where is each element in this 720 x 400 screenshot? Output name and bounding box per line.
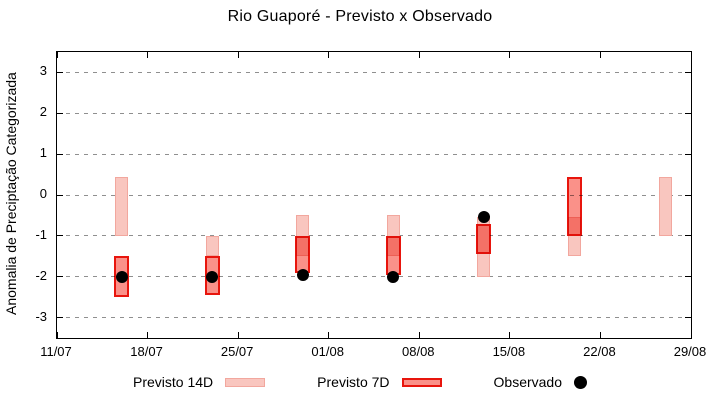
legend: Previsto 14D Previsto 7D Observado <box>0 374 720 390</box>
gridline <box>57 317 691 319</box>
y-tick-left <box>57 153 63 155</box>
previsto-7d-bar <box>476 223 492 255</box>
gridline <box>57 153 691 155</box>
observado-dot-icon <box>574 375 587 389</box>
legend-label-observado: Observado <box>493 374 562 390</box>
previsto-14d-bar <box>658 176 672 236</box>
gridline <box>57 235 691 237</box>
gridline <box>57 71 691 73</box>
x-tick-label: 01/08 <box>311 344 344 359</box>
y-tick-label: -3 <box>35 308 47 324</box>
x-tick-bottom <box>418 332 420 338</box>
legend-item-previsto-14d: Previsto 14D <box>133 374 266 390</box>
gridline <box>57 276 691 278</box>
x-tick-bottom <box>328 332 330 338</box>
x-tick-top <box>237 52 239 58</box>
x-tick-top <box>147 52 149 58</box>
x-tick-top <box>328 52 330 58</box>
y-tick-left <box>57 235 63 237</box>
observado-dot <box>387 270 400 283</box>
y-tick-left <box>57 317 63 319</box>
x-tick-label: 15/08 <box>492 344 526 359</box>
x-tick-top <box>418 52 420 58</box>
x-tick-top <box>56 52 58 58</box>
x-tick-bottom <box>690 332 692 338</box>
legend-label-previsto-14d: Previsto 14D <box>133 374 214 390</box>
legend-item-previsto-7d: Previsto 7D <box>317 374 442 390</box>
previsto-14d-bar <box>205 235 219 257</box>
y-tick-label: 3 <box>39 63 47 79</box>
previsto-14d-bar <box>115 176 129 236</box>
previsto-7d-swatch-icon <box>401 377 442 387</box>
observado-dot <box>477 211 490 224</box>
y-tick-label: 1 <box>39 145 47 161</box>
y-tick-left <box>57 194 63 196</box>
gridline <box>57 112 691 114</box>
previsto-7d-bar <box>295 235 311 273</box>
observado-dot <box>206 270 219 283</box>
previsto-7d-bar <box>385 235 401 275</box>
y-tick-left <box>57 112 63 114</box>
x-tick-label: 11/07 <box>40 344 72 359</box>
x-tick-label: 25/07 <box>220 344 254 359</box>
y-tick-label: -1 <box>35 226 47 242</box>
chart-title: Rio Guaporé - Previsto x Observado <box>227 8 493 25</box>
observado-dot <box>296 268 309 281</box>
plot-area <box>56 51 692 339</box>
x-tick-top <box>690 52 692 58</box>
x-tick-bottom <box>599 332 601 338</box>
y-tick-right <box>685 153 691 155</box>
gridline <box>57 194 691 196</box>
x-tick-label: 08/08 <box>402 344 435 359</box>
y-tick-left <box>57 276 63 278</box>
y-tick-right <box>685 112 691 114</box>
x-tick-label: 18/07 <box>130 344 163 359</box>
y-tick-label: 2 <box>39 104 47 120</box>
x-tick-top <box>509 52 511 58</box>
previsto-7d-bar <box>567 176 583 236</box>
y-tick-left <box>57 71 63 73</box>
y-tick-label: 0 <box>39 186 47 201</box>
observado-dot <box>115 270 128 283</box>
x-tick-bottom <box>147 332 149 338</box>
y-tick-label: -2 <box>35 267 47 283</box>
x-tick-bottom <box>237 332 239 338</box>
x-tick-bottom <box>509 332 511 338</box>
y-tick-right <box>685 235 691 237</box>
legend-item-observado: Observado <box>494 374 587 390</box>
x-tick-label: 29/08 <box>673 344 707 359</box>
y-tick-right <box>685 71 691 73</box>
x-tick-bottom <box>56 332 58 338</box>
x-tick-label: 22/08 <box>583 344 616 359</box>
x-tick-top <box>599 52 601 58</box>
y-tick-right <box>685 194 691 196</box>
y-tick-right <box>685 317 691 319</box>
legend-label-previsto-7d: Previsto 7D <box>317 374 390 390</box>
y-tick-right <box>685 276 691 278</box>
previsto-14d-swatch-icon <box>225 377 266 387</box>
